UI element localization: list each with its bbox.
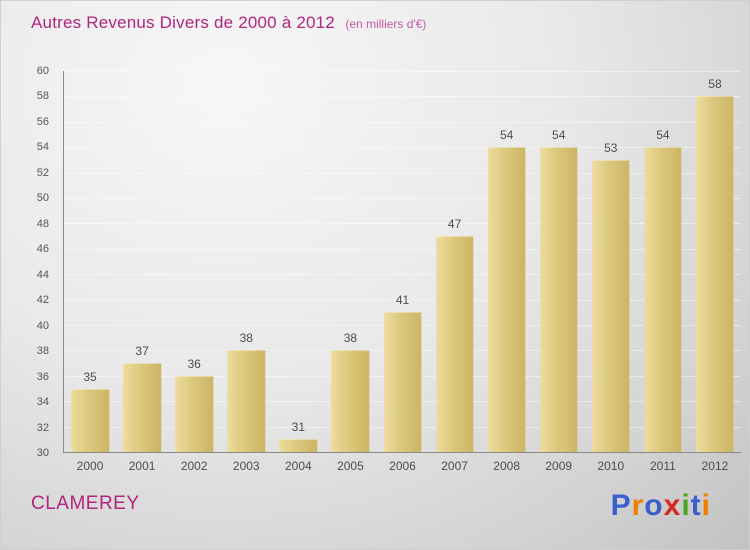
chart-header: Autres Revenus Divers de 2000 à 2012 (en…: [31, 13, 426, 33]
x-tick-label: 2010: [597, 459, 625, 473]
x-tick-label: 2012: [701, 459, 729, 473]
bar-value-label: 47: [447, 217, 462, 232]
bar: [71, 388, 109, 452]
bar-value-label: 37: [135, 344, 149, 359]
x-tick-label: 2005: [337, 459, 364, 473]
chart-subtitle: (en milliers d'€): [345, 17, 427, 31]
y-tick-label: 56: [36, 115, 49, 128]
bar-group: 36 2002: [168, 71, 220, 473]
bar: [696, 96, 734, 452]
x-tick-label: 2007: [441, 459, 468, 473]
x-tick-label: 2009: [545, 459, 573, 473]
bar-value-label: 54: [552, 128, 566, 143]
bar: [123, 363, 161, 452]
bar-group: 58 2012: [689, 71, 741, 473]
bar-group: 37 2001: [116, 71, 168, 473]
y-tick-label: 60: [36, 65, 49, 77]
bar: [644, 147, 682, 452]
bars-container: 35 2000 37 2001 36 2002 38 2003 31 2004 38 2005 41 20…: [64, 71, 741, 473]
logo-letter: P: [610, 489, 632, 522]
y-tick-label: 54: [36, 141, 49, 154]
y-tick-label: 36: [36, 370, 49, 383]
x-tick-label: 2000: [76, 459, 104, 473]
bar-value-label: 41: [395, 293, 410, 308]
bar-group: 47 2007: [429, 71, 481, 473]
bar-group: 31 2004: [272, 71, 324, 473]
bar-group: 53 2010: [585, 71, 637, 473]
bar-group: 54 2009: [533, 71, 585, 473]
y-tick-label: 50: [36, 192, 49, 205]
bar-value-label: 53: [604, 140, 618, 155]
bar-group: 38 2005: [324, 71, 376, 473]
gridline: [64, 121, 741, 123]
logo-letter: o: [644, 489, 664, 522]
x-tick-label: 2001: [128, 459, 156, 473]
logo-letter: t: [690, 489, 702, 522]
bar-value-label: 54: [656, 128, 670, 143]
gridline: [64, 96, 741, 98]
x-tick-label: 2004: [284, 459, 312, 473]
bar-value-label: 36: [187, 356, 201, 371]
logo-letter: r: [631, 489, 645, 522]
y-tick-label: 32: [36, 421, 49, 434]
chart-title: Autres Revenus Divers de 2000 à 2012: [31, 13, 335, 32]
logo-letter: i: [701, 489, 711, 522]
y-tick-label: 30: [36, 447, 49, 459]
y-tick-label: 44: [36, 268, 49, 281]
y-tick-label: 42: [36, 294, 49, 307]
gridline: [64, 71, 741, 72]
bar-value-label: 54: [499, 128, 514, 143]
x-tick-label: 2002: [180, 459, 208, 473]
x-tick-label: 2003: [232, 459, 260, 473]
bar-value-label: 31: [291, 420, 306, 435]
bar-group: 38 2003: [220, 71, 272, 473]
x-tick-label: 2011: [649, 459, 676, 473]
bar: [279, 439, 318, 452]
gridline: [64, 223, 741, 225]
proxiti-logo: Proxiti: [611, 489, 711, 523]
plot-area: 35 2000 37 2001 36 2002 38 2003 31 2004 38 2005 41 20…: [63, 71, 741, 473]
y-tick-label: 34: [36, 396, 49, 409]
y-tick-label: 58: [36, 90, 49, 103]
gridline: [64, 299, 741, 301]
y-tick-label: 52: [36, 166, 49, 179]
gridline: [64, 248, 741, 250]
y-tick-label: 40: [36, 319, 49, 332]
gridline: [64, 147, 741, 149]
org-name: CLAMEREY: [31, 493, 140, 514]
y-axis: 60 58 56 54 52 50 48 46 44 42 40 38 36 34 32 30: [1, 65, 57, 459]
y-tick-label: 48: [36, 217, 49, 230]
logo-letter: i: [681, 489, 691, 522]
bar: [227, 350, 266, 452]
bar: [435, 236, 474, 452]
bar-group: 41 2006: [376, 71, 428, 473]
bar-group: 35 2000: [64, 71, 116, 473]
bar-group: 54 2011: [637, 71, 689, 473]
bar: [175, 375, 213, 452]
bar: [487, 147, 526, 452]
y-tick-label: 38: [36, 345, 49, 358]
gridline: [64, 172, 741, 174]
bar-value-label: 35: [83, 369, 97, 384]
gridline: [64, 198, 741, 199]
bar: [592, 159, 630, 452]
bar-group: 54 2008: [481, 71, 533, 473]
gridline: [64, 274, 741, 276]
x-tick-label: 2006: [389, 459, 416, 473]
bar-value-label: 38: [239, 331, 253, 346]
bar: [539, 147, 578, 452]
x-tick-label: 2008: [493, 459, 521, 473]
bar: [383, 312, 422, 452]
logo-letter: x: [663, 489, 682, 522]
bar: [331, 350, 370, 452]
bar-value-label: 38: [343, 331, 358, 346]
bar-value-label: 58: [708, 77, 722, 92]
y-tick-label: 46: [36, 243, 49, 256]
